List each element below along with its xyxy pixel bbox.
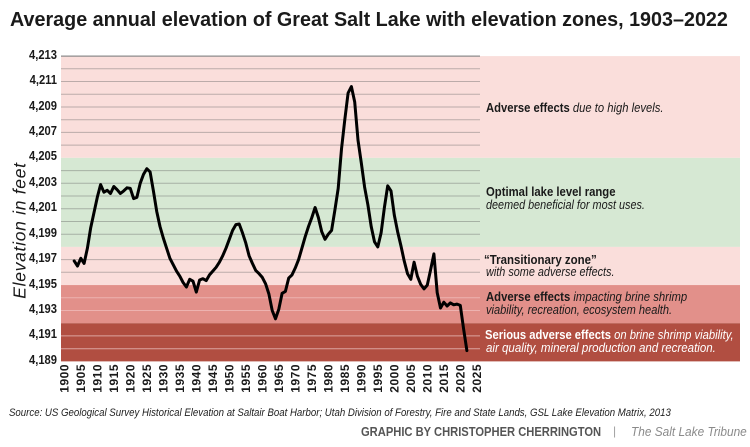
svg-text:1980: 1980: [322, 364, 336, 393]
svg-text:2025: 2025: [470, 364, 484, 393]
svg-text:1940: 1940: [190, 364, 204, 393]
svg-text:1965: 1965: [272, 364, 286, 393]
svg-text:1990: 1990: [355, 364, 369, 393]
svg-text:1920: 1920: [124, 364, 138, 393]
svg-text:2005: 2005: [404, 364, 418, 393]
svg-text:1975: 1975: [305, 364, 319, 393]
svg-text:1960: 1960: [256, 364, 270, 393]
svg-text:1945: 1945: [206, 364, 220, 393]
svg-text:1915: 1915: [107, 364, 121, 393]
svg-text:1995: 1995: [371, 364, 385, 393]
svg-text:2010: 2010: [421, 364, 435, 393]
svg-text:2020: 2020: [454, 364, 468, 393]
svg-text:1910: 1910: [91, 364, 105, 393]
svg-text:1970: 1970: [289, 364, 303, 393]
svg-text:1935: 1935: [173, 364, 187, 393]
svg-text:1955: 1955: [239, 364, 253, 393]
svg-text:1930: 1930: [157, 364, 171, 393]
svg-text:2015: 2015: [437, 364, 451, 393]
svg-text:1925: 1925: [140, 364, 154, 393]
svg-text:1900: 1900: [58, 364, 72, 393]
svg-text:1905: 1905: [74, 364, 88, 393]
svg-text:1950: 1950: [223, 364, 237, 393]
svg-text:1985: 1985: [338, 364, 352, 393]
svg-text:2000: 2000: [388, 364, 402, 393]
